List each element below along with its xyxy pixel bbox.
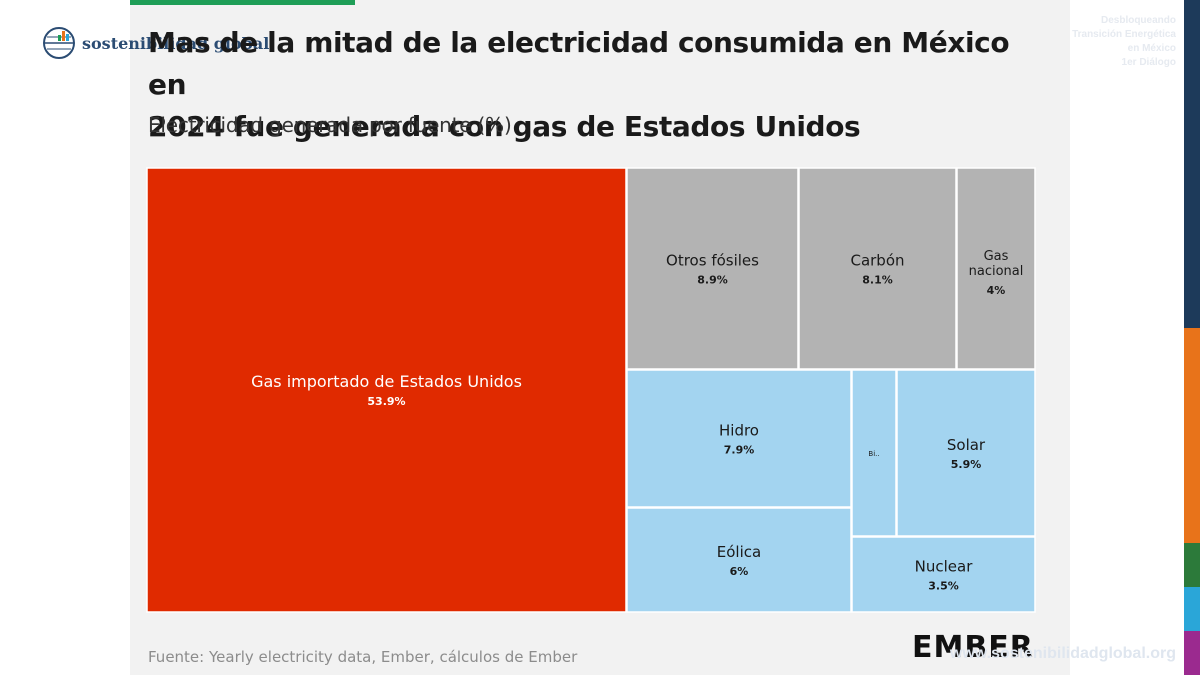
side-strip-band: [1184, 543, 1200, 587]
treemap-cell-bi: Bi..: [851, 369, 897, 537]
chart-title: Mas de la mitad de la electricidad consu…: [148, 22, 1048, 148]
treemap-cell-eolica: Eólica 6%: [626, 507, 852, 613]
treemap-cell-otros-fosiles: Otros fósiles 8.9%: [626, 167, 799, 370]
treemap-label: Gas importado de Estados Unidos: [251, 372, 522, 391]
side-strip-band: [1184, 587, 1200, 631]
side-strip-band: [1184, 0, 1200, 328]
treemap-cell-solar: Solar 5.9%: [896, 369, 1036, 537]
treemap-label: Otros fósiles: [666, 252, 759, 270]
globe-icon: [43, 27, 75, 59]
treemap-value-label: 4%: [987, 284, 1006, 297]
treemap-label: nacional: [969, 264, 1024, 279]
accent-bar: [130, 0, 355, 5]
treemap-value-label: 7.9%: [724, 444, 755, 457]
treemap-rect-otros-fosiles: [626, 167, 799, 370]
treemap-rect-bi: [851, 369, 897, 537]
treemap-label: Hidro: [719, 422, 759, 440]
treemap-value-label: 8.1%: [862, 274, 893, 287]
treemap-rect-carbon: [798, 167, 957, 370]
treemap-label: Gas: [984, 249, 1009, 264]
event-caption: Desbloqueando Transición Energética en M…: [1016, 14, 1176, 70]
website-url: www.sostenibilidadglobal.org: [949, 645, 1176, 662]
title-line-2: 2024 fue generada con gas de Estados Uni…: [148, 110, 861, 143]
treemap-value-label: 53.9%: [367, 395, 405, 408]
side-strip-band: [1184, 631, 1200, 675]
event-caption-line: 1er Diálogo: [1121, 57, 1176, 68]
treemap-label: Bi..: [868, 450, 879, 458]
treemap-value-label: 3.5%: [928, 580, 959, 593]
event-caption-line: Transición Energética: [1072, 29, 1176, 40]
treemap-cell-gas-importado-de-estados-unidos: Gas importado de Estados Unidos 53.9%: [146, 167, 627, 613]
title-line-1: Mas de la mitad de la electricidad consu…: [148, 26, 1010, 101]
treemap-rect-hidro: [626, 369, 852, 508]
event-caption-line: Desbloqueando: [1100, 15, 1176, 26]
treemap-label: Nuclear: [915, 558, 974, 576]
event-caption-line: en México: [1127, 43, 1176, 54]
treemap-cell-hidro: Hidro 7.9%: [626, 369, 852, 508]
treemap-rect-nuclear: [851, 536, 1036, 613]
treemap-label: Eólica: [717, 543, 761, 561]
side-strip-band: [1184, 328, 1200, 543]
source-note: Fuente: Yearly electricity data, Ember, …: [148, 648, 578, 666]
treemap-value-label: 6%: [730, 565, 749, 578]
treemap-cell-carbon: Carbón 8.1%: [798, 167, 957, 370]
ember-logo: EMBER: [912, 630, 1034, 665]
treemap-cell-nuclear: Nuclear 3.5%: [851, 536, 1036, 613]
treemap-label: Solar: [947, 436, 986, 454]
sostenibilidad-logo: sostenibilidad global: [42, 26, 269, 60]
treemap-rect-solar: [896, 369, 1036, 537]
treemap-label: Carbón: [850, 252, 904, 270]
treemap-rect-gas-nacional: [956, 167, 1036, 370]
treemap-value-label: 5.9%: [951, 458, 982, 471]
treemap-value-label: 8.9%: [697, 274, 728, 287]
chart-subtitle: Electricidad generada por fuente (%): [148, 113, 512, 137]
logo-text: sostenibilidad global: [82, 33, 270, 53]
treemap-rect-gas-importado-de-estados-unidos: [146, 167, 627, 613]
treemap-rect-eolica: [626, 507, 852, 613]
